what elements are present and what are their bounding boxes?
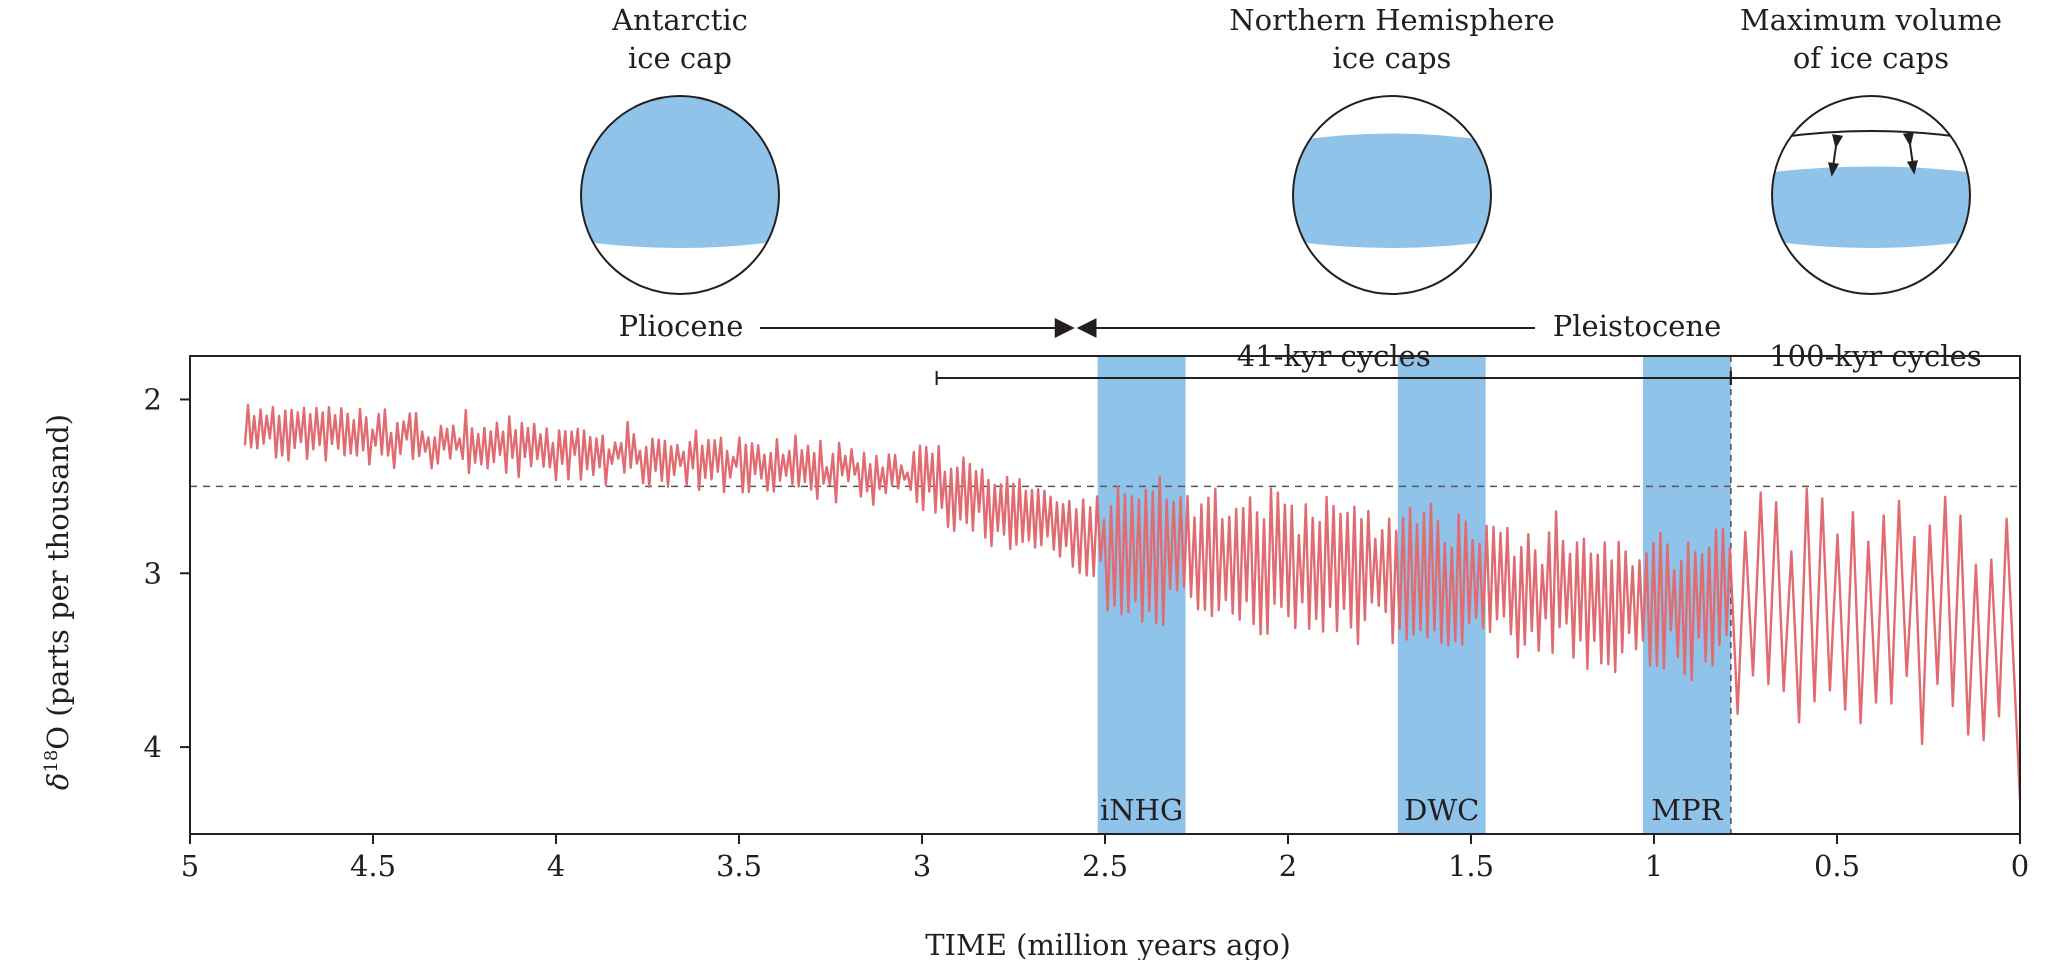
x-tick-label: 2.5 (1082, 849, 1128, 883)
d18o-series-line (243, 403, 2022, 800)
globe-northern-title-line2: ice caps (1333, 41, 1452, 75)
band-label-inhg: iNHG (1100, 793, 1183, 827)
globe-northern-outline (1292, 95, 1492, 295)
maximum-ice-fill (1772, 166, 1970, 248)
y-axis-title-rest: O (parts per thousand) (41, 414, 75, 750)
epoch-annotation: Pliocene Pleistocene (619, 309, 1722, 343)
maximum-former-extent-line (1772, 130, 1970, 143)
x-tick-label: 0 (2011, 849, 2029, 883)
globe-northern: Northern Hemisphere ice caps (1229, 3, 1555, 295)
y-axis-title-delta: δ (41, 773, 75, 790)
band-label-dwc: DWC (1404, 793, 1479, 827)
globe-antarctic-title-line1: Antarctic (611, 3, 748, 37)
x-tick-label: 1 (1645, 849, 1663, 883)
y-axis-title-superscript: 18 (41, 750, 62, 773)
antarctic-ice-fill (581, 96, 779, 248)
globe-antarctic-title-line2: ice cap (628, 41, 732, 75)
x-axis-title: TIME (million years ago) (925, 928, 1291, 960)
ice-advance-arrow-left (1828, 134, 1844, 177)
northern-ice-fill (1293, 133, 1491, 248)
x-tick-label: 3.5 (716, 849, 762, 883)
globe-antarctic: Antarctic ice cap (580, 3, 780, 295)
globe-northern-title-line1: Northern Hemisphere (1229, 3, 1555, 37)
x-tick-label: 2 (1279, 849, 1297, 883)
globe-maximum: Maximum volume of ice caps (1740, 3, 2002, 295)
x-tick-label: 3 (913, 849, 931, 883)
globe-maximum-outline (1771, 95, 1971, 295)
pleistocene-label: Pleistocene (1553, 309, 1721, 343)
x-tick-label: 4 (547, 849, 565, 883)
x-tick-label: 0.5 (1814, 849, 1860, 883)
x-tick-label: 5 (181, 849, 199, 883)
ice-advance-arrow-right (1902, 132, 1918, 175)
x-tick-label: 1.5 (1448, 849, 1494, 883)
band-label-mpr: MPR (1651, 793, 1723, 827)
pliocene-label: Pliocene (619, 309, 744, 343)
globe-maximum-title-line2: of ice caps (1793, 41, 1949, 75)
globe-maximum-title-line1: Maximum volume (1740, 3, 2002, 37)
y-tick-label: 2 (144, 382, 162, 416)
y-axis-ticks: 2 3 4 (144, 382, 190, 764)
globe-antarctic-outline (580, 95, 780, 295)
y-axis-title: δ18O (parts per thousand) (41, 414, 75, 790)
band-dwc (1397, 356, 1486, 834)
x-axis-ticks: 5 4.5 4 3.5 3 2.5 2 1.5 1 0.5 0 (181, 834, 2029, 883)
y-tick-label: 3 (144, 556, 162, 590)
chart: iNHG DWC MPR 41-kyr cycles 100-kyr cycles 5… (41, 339, 2029, 960)
x-tick-label: 4.5 (350, 849, 396, 883)
y-tick-label: 4 (144, 730, 162, 764)
